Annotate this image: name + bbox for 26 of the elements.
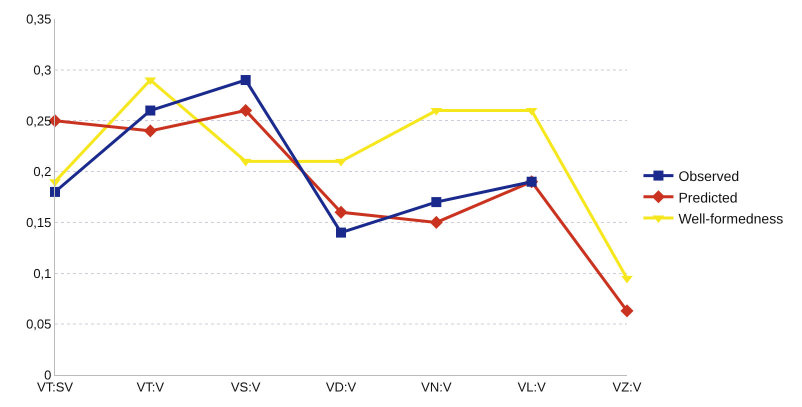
y-tick-label: 0,3 — [33, 62, 52, 78]
x-tick-label: VZ:V — [612, 380, 642, 395]
legend-label: Predicted — [678, 189, 738, 206]
point — [431, 197, 442, 208]
point — [430, 216, 443, 229]
x-tick-label: VT:V — [136, 380, 164, 395]
point — [334, 206, 348, 219]
x-tick-label: VD:V — [326, 380, 356, 395]
y-tick-label: 0,2 — [33, 164, 52, 180]
point — [144, 124, 157, 138]
y-tick-label: 0,35 — [26, 12, 52, 27]
point — [240, 75, 251, 86]
point — [145, 106, 156, 116]
point — [50, 186, 60, 197]
y-tick-label: 0,25 — [26, 113, 52, 128]
legend-label: Observed — [678, 168, 740, 184]
x-tick-label: VN:V — [421, 380, 452, 395]
point — [336, 228, 346, 238]
legend-label: Well-formedness — [678, 210, 784, 226]
x-tick-label: VL:V — [518, 380, 546, 395]
x-tick-label: VS:V — [230, 380, 261, 395]
point — [239, 104, 252, 118]
point — [620, 304, 634, 318]
y-tick-label: 0,05 — [26, 316, 52, 332]
y-tick-label: 0,1 — [33, 266, 52, 281]
y-tick-label: 0,15 — [26, 214, 52, 230]
